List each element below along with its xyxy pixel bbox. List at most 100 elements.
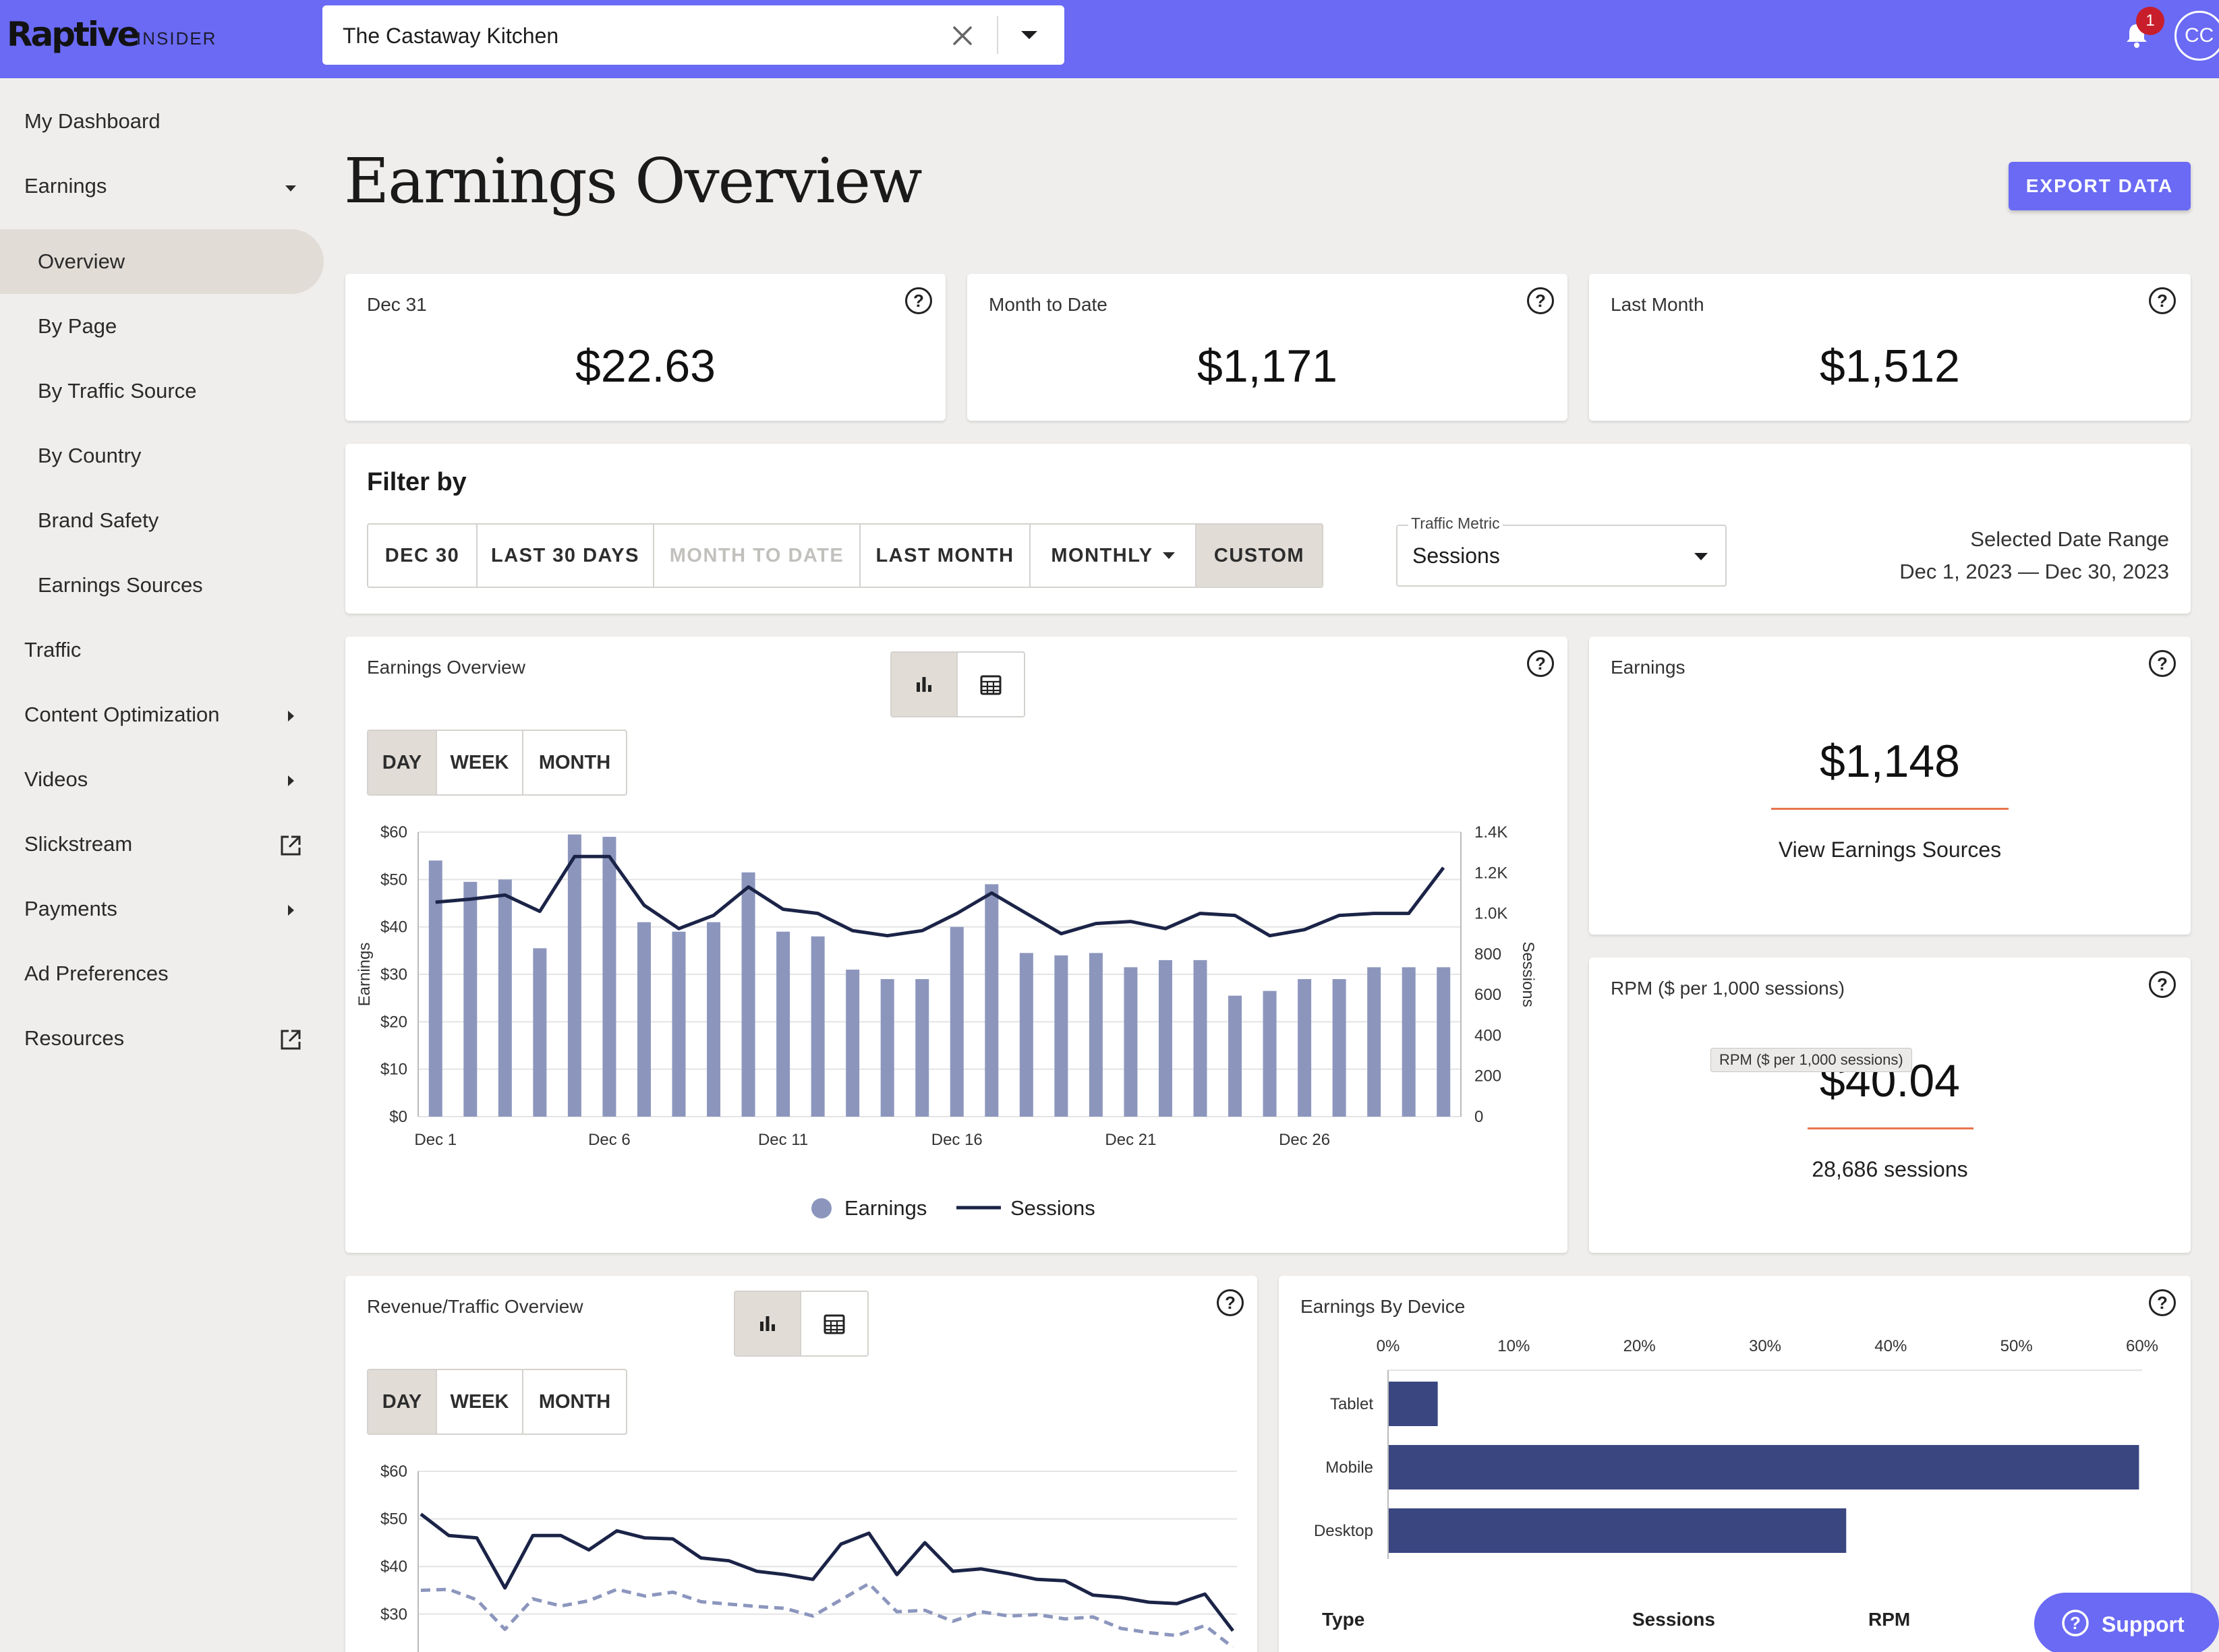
x-tick-label: Dec 21	[1105, 1131, 1156, 1149]
tab-day[interactable]: DAY	[368, 731, 437, 794]
help-icon[interactable]: ?	[1217, 1289, 1244, 1316]
help-icon[interactable]: ?	[2149, 650, 2176, 677]
summary-value: $1,171	[1197, 341, 1337, 392]
legend-sessions-label: Sessions	[1010, 1196, 1095, 1220]
summary-value: $1,512	[1820, 341, 1960, 392]
chart-view-toggle	[734, 1291, 869, 1357]
legend-earnings-swatch	[811, 1198, 832, 1218]
help-circle-icon: ?	[2062, 1610, 2089, 1636]
card-title: Earnings Overview	[367, 657, 525, 678]
y2-tick-label: 400	[1474, 1026, 1501, 1044]
raptive-logo[interactable]: Raptive	[7, 15, 140, 54]
table-view-button[interactable]	[801, 1292, 867, 1355]
sidebar-item-videos[interactable]: Videos	[24, 767, 88, 791]
earnings-bar	[1367, 967, 1381, 1117]
earnings-bar	[1332, 979, 1346, 1117]
underline	[1808, 1127, 1973, 1129]
logo-insider-label: INSIDER	[136, 28, 217, 49]
tab-month[interactable]: MONTH	[538, 1390, 611, 1413]
support-button[interactable]: ? Support	[2034, 1593, 2219, 1652]
table-header-rpm[interactable]: RPM	[1868, 1609, 1911, 1630]
earnings-bar	[846, 969, 860, 1117]
sidebar-item-content-optimization[interactable]: Content Optimization	[24, 703, 220, 726]
category-label: Desktop	[1314, 1522, 1373, 1540]
sidebar-item-earnings[interactable]: Earnings	[24, 174, 107, 198]
filter-custom-button[interactable]: CUSTOM	[1197, 525, 1322, 587]
x-tick-label: 0%	[1377, 1337, 1400, 1355]
tab-month[interactable]: MONTH	[538, 751, 611, 773]
sidebar-item-slickstream[interactable]: Slickstream	[24, 832, 133, 856]
filter-dec30-button[interactable]: DEC 30	[368, 525, 478, 587]
filter-last-month-button[interactable]: LAST MONTH	[861, 525, 1031, 587]
y-tick-label: $20	[380, 1013, 407, 1031]
y-tick-label: $30	[380, 1605, 407, 1624]
support-label: Support	[2102, 1612, 2185, 1636]
sidebar-item-by-country[interactable]: By Country	[38, 444, 142, 467]
external-link-icon[interactable]	[279, 834, 302, 857]
chevron-right-icon[interactable]	[288, 711, 294, 721]
x-tick-label: Dec 11	[758, 1131, 808, 1149]
chevron-down-icon	[1694, 553, 1708, 560]
sidebar-item-resources[interactable]: Resources	[24, 1026, 125, 1050]
sidebar-item-payments[interactable]: Payments	[24, 897, 117, 920]
sidebar-item-by-traffic-source[interactable]: By Traffic Source	[38, 379, 197, 403]
help-icon[interactable]: ?	[1527, 287, 1554, 314]
date-filter-group: DEC 30 LAST 30 DAYS MONTH TO DATE LAST M…	[367, 523, 1323, 588]
sidebar-item-ad-preferences[interactable]: Ad Preferences	[24, 962, 169, 985]
sidebar-item-overview[interactable]: Overview	[38, 249, 125, 273]
summary-label: Last Month	[1611, 294, 1704, 315]
notification-badge: 1	[2136, 7, 2164, 35]
chevron-right-icon[interactable]	[288, 775, 294, 786]
tab-week[interactable]: WEEK	[437, 731, 523, 794]
help-icon[interactable]: ?	[2149, 971, 2176, 998]
chart-view-button[interactable]	[735, 1292, 801, 1355]
chevron-right-icon[interactable]	[288, 905, 294, 916]
site-selector[interactable]: The Castaway Kitchen	[322, 5, 1064, 65]
close-icon[interactable]	[951, 24, 974, 47]
earnings-bar	[602, 837, 616, 1117]
y2-tick-label: 1.0K	[1474, 905, 1507, 923]
filter-month-to-date-button[interactable]: MONTH TO DATE	[654, 525, 861, 587]
export-data-button[interactable]: EXPORT DATA	[2009, 162, 2191, 210]
earnings-bar	[915, 979, 929, 1117]
earnings-by-device-chart: 0% 10% 20% 30% 40% 50% 60% Tablet Mobile Desktop	[1314, 1337, 2158, 1559]
avatar[interactable]: CC	[2174, 11, 2219, 61]
help-icon[interactable]: ?	[1527, 650, 1554, 677]
page-title: Earnings Overview	[344, 145, 923, 217]
y2-tick-label: 600	[1474, 986, 1501, 1004]
table-header-type[interactable]: Type	[1322, 1609, 1365, 1630]
filter-last-30-days-button[interactable]: LAST 30 DAYS	[478, 525, 654, 587]
help-icon[interactable]: ?	[2149, 287, 2176, 314]
chevron-down-icon[interactable]	[285, 185, 296, 191]
table-view-button[interactable]	[958, 653, 1024, 716]
sidebar-active-highlight	[0, 229, 324, 294]
table-header-sessions[interactable]: Sessions	[1632, 1609, 1715, 1630]
help-icon[interactable]: ?	[2149, 1289, 2176, 1316]
chart-view-button[interactable]	[892, 653, 958, 716]
traffic-metric-select[interactable]: Traffic Metric Sessions	[1396, 514, 1727, 587]
external-link-icon[interactable]	[279, 1028, 302, 1051]
x-tick-label: Dec 6	[588, 1131, 631, 1149]
sidebar-item-traffic[interactable]: Traffic	[24, 638, 82, 661]
view-earnings-sources-link[interactable]: View Earnings Sources	[1778, 837, 2002, 862]
earnings-bar	[880, 979, 894, 1117]
sidebar-item-my-dashboard[interactable]: My Dashboard	[24, 109, 161, 133]
revenue-traffic-chart: $30 $40 $50 $60	[380, 1463, 1237, 1652]
device-bar	[1389, 1382, 1438, 1426]
filter-monthly-button[interactable]: MONTHLY	[1031, 525, 1197, 587]
y-tick-label: $40	[380, 1558, 407, 1576]
earnings-bar	[811, 936, 825, 1117]
tab-week[interactable]: WEEK	[437, 1370, 523, 1434]
card-title: Earnings By Device	[1300, 1296, 1466, 1317]
earnings-bar	[985, 884, 999, 1117]
earnings-bar	[741, 872, 755, 1117]
sidebar-item-by-page[interactable]: By Page	[38, 314, 117, 338]
x-tick-label: 40%	[1874, 1337, 1907, 1355]
chevron-down-icon[interactable]	[1021, 31, 1037, 39]
help-icon[interactable]: ?	[905, 287, 932, 314]
tab-day[interactable]: DAY	[368, 1370, 437, 1434]
earnings-overview-card: Earnings Overview ? DAY WEEK MONTH $0 $10…	[345, 637, 1567, 1253]
earnings-bar	[1124, 967, 1138, 1117]
sidebar-item-earnings-sources[interactable]: Earnings Sources	[38, 573, 203, 597]
sidebar-item-brand-safety[interactable]: Brand Safety	[38, 508, 159, 532]
